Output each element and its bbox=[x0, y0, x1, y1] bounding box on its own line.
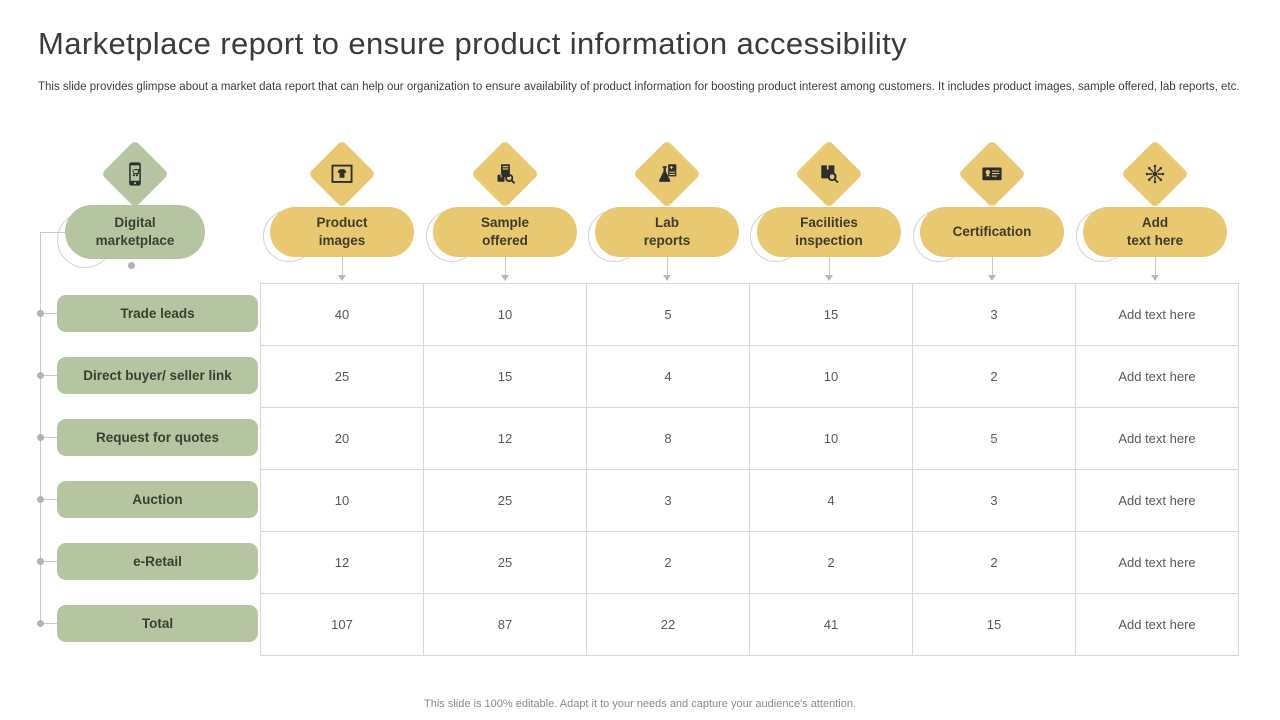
table-cell-placeholder: Add text here bbox=[1076, 346, 1239, 408]
table-cell: 4 bbox=[587, 346, 750, 408]
column-pill: Certification bbox=[920, 207, 1064, 257]
table-cell: 5 bbox=[913, 408, 1076, 470]
arrow-down-icon bbox=[825, 275, 833, 281]
row-label-e-retail: e-Retail bbox=[57, 543, 258, 580]
table-cell-placeholder: Add text here bbox=[1076, 408, 1239, 470]
table-cell-placeholder: Add text here bbox=[1076, 594, 1239, 656]
table-cell: 5 bbox=[587, 284, 750, 346]
connector-line bbox=[992, 257, 993, 277]
tree-stub bbox=[44, 437, 57, 438]
table-cell: 4 bbox=[750, 470, 913, 532]
connector-line bbox=[1155, 257, 1156, 277]
tree-dot bbox=[37, 434, 44, 441]
tree-stub bbox=[44, 499, 57, 500]
row-label-auction: Auction bbox=[57, 481, 258, 518]
root-node-digital-marketplace: Digital marketplace bbox=[57, 140, 205, 270]
root-bottom-dot bbox=[128, 262, 135, 269]
column-node-product-images: Product images bbox=[263, 140, 414, 281]
tree-root-stub bbox=[40, 232, 65, 233]
table-cell: 2 bbox=[913, 532, 1076, 594]
slide-description: This slide provides glimpse about a mark… bbox=[38, 81, 1240, 93]
product-image-frame-icon bbox=[331, 164, 353, 183]
lab-flask-report-icon bbox=[659, 164, 677, 182]
column-node-facilities-inspection: Facilities inspection bbox=[750, 140, 901, 281]
column-pill: Lab reports bbox=[595, 207, 739, 257]
connector-line bbox=[667, 257, 668, 277]
data-table: 40 10 5 15 3 Add text here 25 15 4 10 2 … bbox=[260, 283, 1239, 656]
table-cell: 3 bbox=[913, 284, 1076, 346]
table-cell: 107 bbox=[261, 594, 424, 656]
tree-vertical-line bbox=[40, 232, 41, 623]
table-cell: 20 bbox=[261, 408, 424, 470]
table-cell: 15 bbox=[750, 284, 913, 346]
column-pill: Product images bbox=[270, 207, 414, 257]
arrow-down-icon bbox=[988, 275, 996, 281]
page-title: Marketplace report to ensure product inf… bbox=[38, 26, 908, 61]
column-node-certification: Certification bbox=[913, 140, 1064, 281]
table-cell: 12 bbox=[261, 532, 424, 594]
column-node-lab-reports: Lab reports bbox=[588, 140, 739, 281]
connector-line bbox=[505, 257, 506, 277]
column-node-sample-offered: Sample offered bbox=[426, 140, 577, 281]
connector-line bbox=[829, 257, 830, 277]
table-cell: 10 bbox=[424, 284, 587, 346]
arrow-down-icon bbox=[501, 275, 509, 281]
tree-dot bbox=[37, 558, 44, 565]
table-cell: 22 bbox=[587, 594, 750, 656]
arrow-down-icon bbox=[338, 275, 346, 281]
table-cell: 10 bbox=[750, 346, 913, 408]
column-pill: Sample offered bbox=[433, 207, 577, 257]
table-cell: 15 bbox=[913, 594, 1076, 656]
arrow-down-icon bbox=[1151, 275, 1159, 281]
table-cell: 15 bbox=[424, 346, 587, 408]
table-cell: 2 bbox=[750, 532, 913, 594]
table-cell: 2 bbox=[913, 346, 1076, 408]
table-cell-placeholder: Add text here bbox=[1076, 532, 1239, 594]
sample-box-magnifier-icon bbox=[497, 164, 516, 184]
row-label-total: Total bbox=[57, 605, 258, 642]
table-cell: 3 bbox=[913, 470, 1076, 532]
table-cell: 25 bbox=[424, 532, 587, 594]
root-node-label: Digital marketplace bbox=[65, 205, 205, 259]
box-inspection-magnifier-icon bbox=[821, 165, 839, 184]
row-label-trade-leads: Trade leads bbox=[57, 295, 258, 332]
table-cell: 12 bbox=[424, 408, 587, 470]
table-cell: 8 bbox=[587, 408, 750, 470]
row-label-direct-buyer-seller-link: Direct buyer/ seller link bbox=[57, 357, 258, 394]
network-burst-icon bbox=[1145, 164, 1165, 184]
table-cell-placeholder: Add text here bbox=[1076, 470, 1239, 532]
table-cell: 10 bbox=[750, 408, 913, 470]
tree-dot bbox=[37, 496, 44, 503]
tree-stub bbox=[44, 375, 57, 376]
certificate-badge-icon bbox=[982, 167, 1002, 181]
table-cell: 2 bbox=[587, 532, 750, 594]
tree-dot bbox=[37, 310, 44, 317]
tree-dot bbox=[37, 372, 44, 379]
row-label-request-for-quotes: Request for quotes bbox=[57, 419, 258, 456]
smartphone-cart-icon bbox=[129, 162, 141, 186]
column-pill: Facilities inspection bbox=[757, 207, 901, 257]
column-node-add-text: Add text here bbox=[1076, 140, 1227, 281]
tree-stub bbox=[44, 623, 57, 624]
table-cell: 3 bbox=[587, 470, 750, 532]
table-cell: 25 bbox=[424, 470, 587, 532]
table-cell: 25 bbox=[261, 346, 424, 408]
table-cell: 10 bbox=[261, 470, 424, 532]
table-cell: 87 bbox=[424, 594, 587, 656]
table-cell: 41 bbox=[750, 594, 913, 656]
column-pill: Add text here bbox=[1083, 207, 1227, 257]
tree-stub bbox=[44, 561, 57, 562]
arrow-down-icon bbox=[663, 275, 671, 281]
table-cell-placeholder: Add text here bbox=[1076, 284, 1239, 346]
connector-line bbox=[342, 257, 343, 277]
tree-dot bbox=[37, 620, 44, 627]
table-cell: 40 bbox=[261, 284, 424, 346]
footer-note: This slide is 100% editable. Adapt it to… bbox=[424, 698, 856, 710]
tree-stub bbox=[44, 313, 57, 314]
